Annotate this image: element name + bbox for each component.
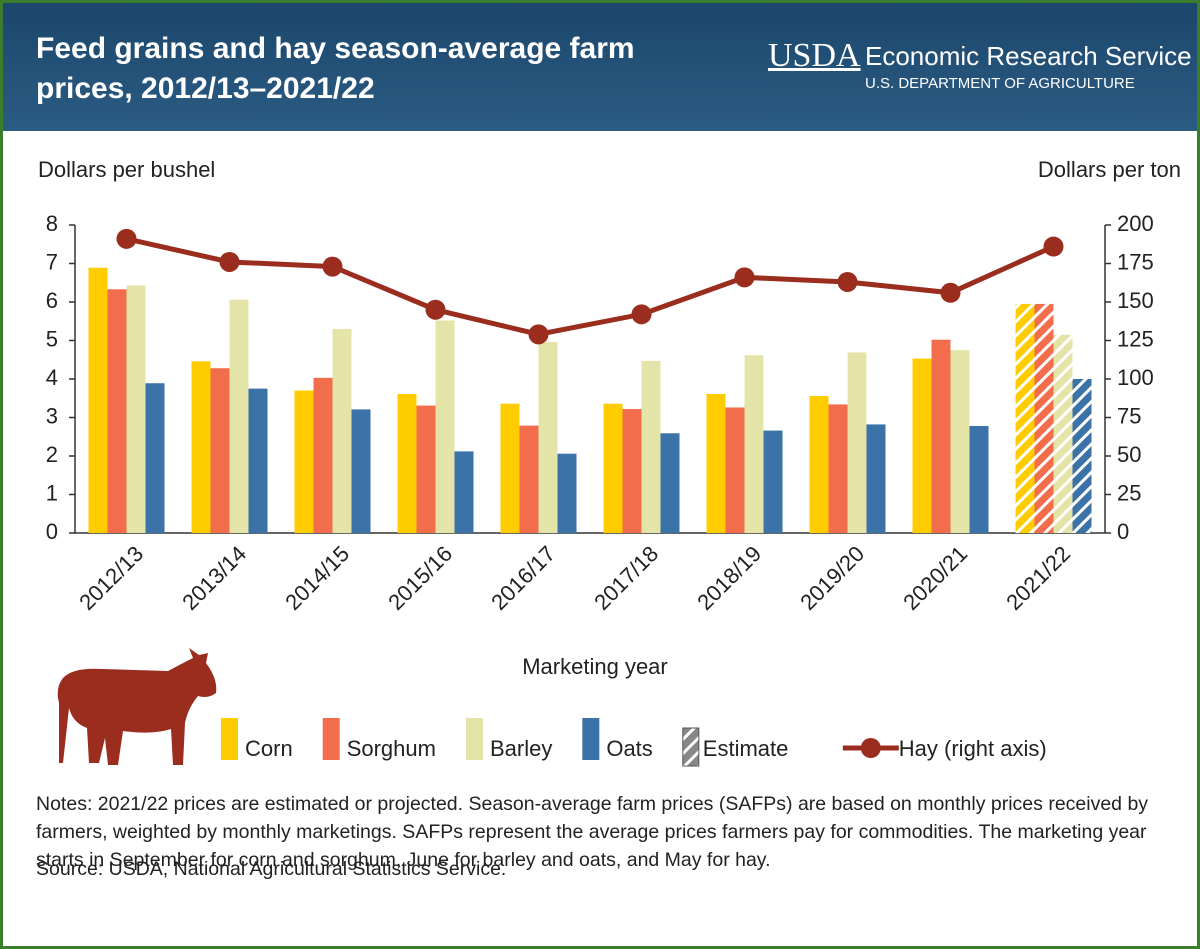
bar bbox=[707, 394, 726, 533]
bar bbox=[398, 394, 417, 533]
bar bbox=[295, 391, 314, 533]
x-tick-label: 2013/14 bbox=[177, 541, 251, 615]
x-tick-label: 2015/16 bbox=[383, 541, 457, 615]
legend-swatch bbox=[466, 718, 483, 760]
bar bbox=[146, 383, 165, 533]
legend-swatch bbox=[582, 718, 599, 760]
bar bbox=[1016, 304, 1035, 533]
legend-label: Oats bbox=[606, 736, 652, 761]
bar bbox=[558, 454, 577, 533]
y-tick-label: 6 bbox=[46, 288, 58, 313]
bar bbox=[661, 433, 680, 533]
x-tick-label: 2017/18 bbox=[589, 541, 663, 615]
bar bbox=[211, 368, 230, 533]
x-tick-label: 2012/13 bbox=[74, 541, 148, 615]
bar bbox=[867, 424, 886, 533]
bar bbox=[604, 404, 623, 533]
marker bbox=[941, 283, 961, 303]
bar bbox=[108, 289, 127, 533]
bar bbox=[932, 340, 951, 533]
bar bbox=[417, 406, 436, 533]
y-tick-label: 4 bbox=[46, 365, 58, 390]
marker bbox=[838, 272, 858, 292]
bar bbox=[436, 320, 455, 533]
bar bbox=[970, 426, 989, 533]
legend-label: Corn bbox=[245, 736, 293, 761]
x-tick-label: 2018/19 bbox=[692, 541, 766, 615]
y-tick-label: 3 bbox=[46, 403, 58, 428]
y-axis-label: Dollars per bushel bbox=[38, 157, 215, 182]
bar bbox=[745, 355, 764, 533]
bar bbox=[1054, 335, 1073, 533]
x-tick-label: 2016/17 bbox=[486, 541, 560, 615]
infographic: Feed grains and hay season-average farm … bbox=[0, 0, 1200, 949]
bar bbox=[89, 268, 108, 533]
y2-tick-label: 50 bbox=[1117, 442, 1141, 467]
marker bbox=[426, 300, 446, 320]
bar bbox=[230, 300, 249, 533]
y-tick-label: 8 bbox=[46, 211, 58, 236]
legend-swatch bbox=[323, 718, 340, 760]
legend-label: Estimate bbox=[703, 736, 789, 761]
line bbox=[127, 239, 1054, 334]
legend-swatch bbox=[683, 728, 699, 766]
bar bbox=[726, 407, 745, 533]
y-tick-label: 0 bbox=[46, 519, 58, 544]
source: Source: USDA, National Agricultural Stat… bbox=[36, 858, 506, 881]
bar bbox=[951, 350, 970, 533]
bar bbox=[501, 404, 520, 533]
bar bbox=[642, 361, 661, 533]
x-tick-label: 2020/21 bbox=[898, 541, 972, 615]
bar bbox=[539, 342, 558, 533]
y-tick-label: 1 bbox=[46, 480, 58, 505]
y-tick-label: 7 bbox=[46, 249, 58, 274]
marker bbox=[529, 324, 549, 344]
bar bbox=[1073, 379, 1092, 533]
x-tick-label: 2014/15 bbox=[280, 541, 354, 615]
bar bbox=[829, 404, 848, 533]
x-tick-label: 2019/20 bbox=[795, 541, 869, 615]
bar bbox=[192, 361, 211, 533]
marker bbox=[632, 304, 652, 324]
legend-label: Sorghum bbox=[347, 736, 436, 761]
y2-axis-label: Dollars per ton bbox=[1038, 157, 1181, 182]
bar bbox=[352, 409, 371, 533]
cow-icon bbox=[58, 648, 217, 765]
x-axis-label: Marketing year bbox=[522, 654, 668, 679]
y2-tick-label: 125 bbox=[1117, 326, 1154, 351]
y2-tick-label: 25 bbox=[1117, 480, 1141, 505]
bar bbox=[249, 389, 268, 533]
marker bbox=[735, 267, 755, 287]
marker bbox=[220, 252, 240, 272]
bar bbox=[127, 285, 146, 533]
y2-tick-label: 200 bbox=[1117, 211, 1154, 236]
bar bbox=[520, 426, 539, 533]
bar bbox=[913, 359, 932, 533]
y2-tick-label: 175 bbox=[1117, 249, 1154, 274]
y-tick-label: 5 bbox=[46, 326, 58, 351]
y2-tick-label: 75 bbox=[1117, 403, 1141, 428]
y2-tick-label: 0 bbox=[1117, 519, 1129, 544]
marker bbox=[1044, 237, 1064, 257]
legend-marker bbox=[861, 738, 881, 758]
bar bbox=[455, 451, 474, 533]
marker bbox=[117, 229, 137, 249]
bar bbox=[314, 378, 333, 533]
legend-swatch bbox=[221, 718, 238, 760]
y2-tick-label: 150 bbox=[1117, 288, 1154, 313]
bar bbox=[623, 409, 642, 533]
bar bbox=[1035, 304, 1054, 533]
bar bbox=[848, 352, 867, 533]
legend-label: Hay (right axis) bbox=[899, 736, 1047, 761]
y-tick-label: 2 bbox=[46, 442, 58, 467]
bar bbox=[810, 396, 829, 533]
x-tick-label: 2021/22 bbox=[1001, 541, 1075, 615]
y2-tick-label: 100 bbox=[1117, 365, 1154, 390]
bar bbox=[333, 329, 352, 533]
bar bbox=[764, 431, 783, 533]
marker bbox=[323, 257, 343, 277]
legend-label: Barley bbox=[490, 736, 552, 761]
